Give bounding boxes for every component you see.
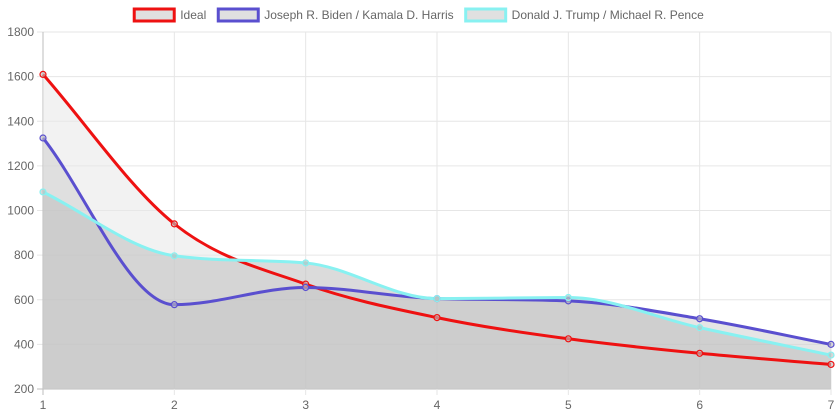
data-point[interactable] (170, 301, 178, 309)
data-point[interactable] (170, 252, 178, 260)
axis-ticks: 200 400 600 800 1000 1200 1400 1600 1800 1 2 3 4 5 6 7 (7, 25, 834, 412)
x-tick-label: 2 (171, 398, 178, 412)
x-tick-label: 7 (828, 398, 835, 412)
data-point[interactable] (39, 134, 47, 142)
y-tick-label: 800 (14, 248, 34, 262)
data-point[interactable] (827, 351, 835, 359)
y-tick-label: 1600 (7, 70, 34, 84)
data-point[interactable] (170, 220, 178, 228)
data-point[interactable] (827, 360, 835, 369)
legend-swatch[interactable] (216, 7, 260, 23)
series-points (39, 70, 835, 369)
data-point[interactable] (302, 283, 310, 292)
legend-label[interactable]: Joseph R. Biden / Kamala D. Harris (264, 8, 453, 22)
data-point[interactable] (564, 293, 572, 302)
data-point[interactable] (433, 314, 441, 322)
data-point[interactable] (827, 340, 835, 348)
data-point[interactable] (302, 259, 310, 267)
legend-label[interactable]: Donald J. Trump / Michael R. Pence (512, 8, 704, 22)
x-tick-label: 3 (302, 398, 309, 412)
data-point[interactable] (39, 188, 47, 196)
series-fills (43, 74, 831, 390)
x-tick-label: 4 (434, 398, 441, 412)
y-tick-label: 1000 (7, 204, 34, 218)
y-tick-label: 1200 (7, 159, 34, 173)
series-area-fill (43, 191, 831, 389)
data-point[interactable] (39, 70, 47, 78)
legend-swatch[interactable] (464, 7, 508, 23)
x-tick-label: 5 (565, 398, 572, 412)
x-tick-label: 1 (40, 398, 47, 412)
y-tick-label: 200 (14, 382, 34, 396)
data-point[interactable] (696, 324, 704, 332)
y-tick-label: 600 (14, 293, 34, 307)
data-point[interactable] (696, 315, 704, 323)
legend: Ideal Joseph R. Biden / Kamala D. Harris D… (132, 7, 704, 23)
legend-label[interactable]: Ideal (180, 8, 206, 22)
data-point[interactable] (696, 349, 704, 357)
y-tick-label: 400 (14, 337, 34, 351)
x-tick-label: 6 (696, 398, 703, 412)
data-point[interactable] (564, 335, 572, 343)
data-point[interactable] (433, 295, 441, 303)
y-tick-label: 1400 (7, 114, 34, 128)
y-tick-label: 1800 (7, 25, 34, 39)
legend-swatch[interactable] (132, 7, 176, 23)
